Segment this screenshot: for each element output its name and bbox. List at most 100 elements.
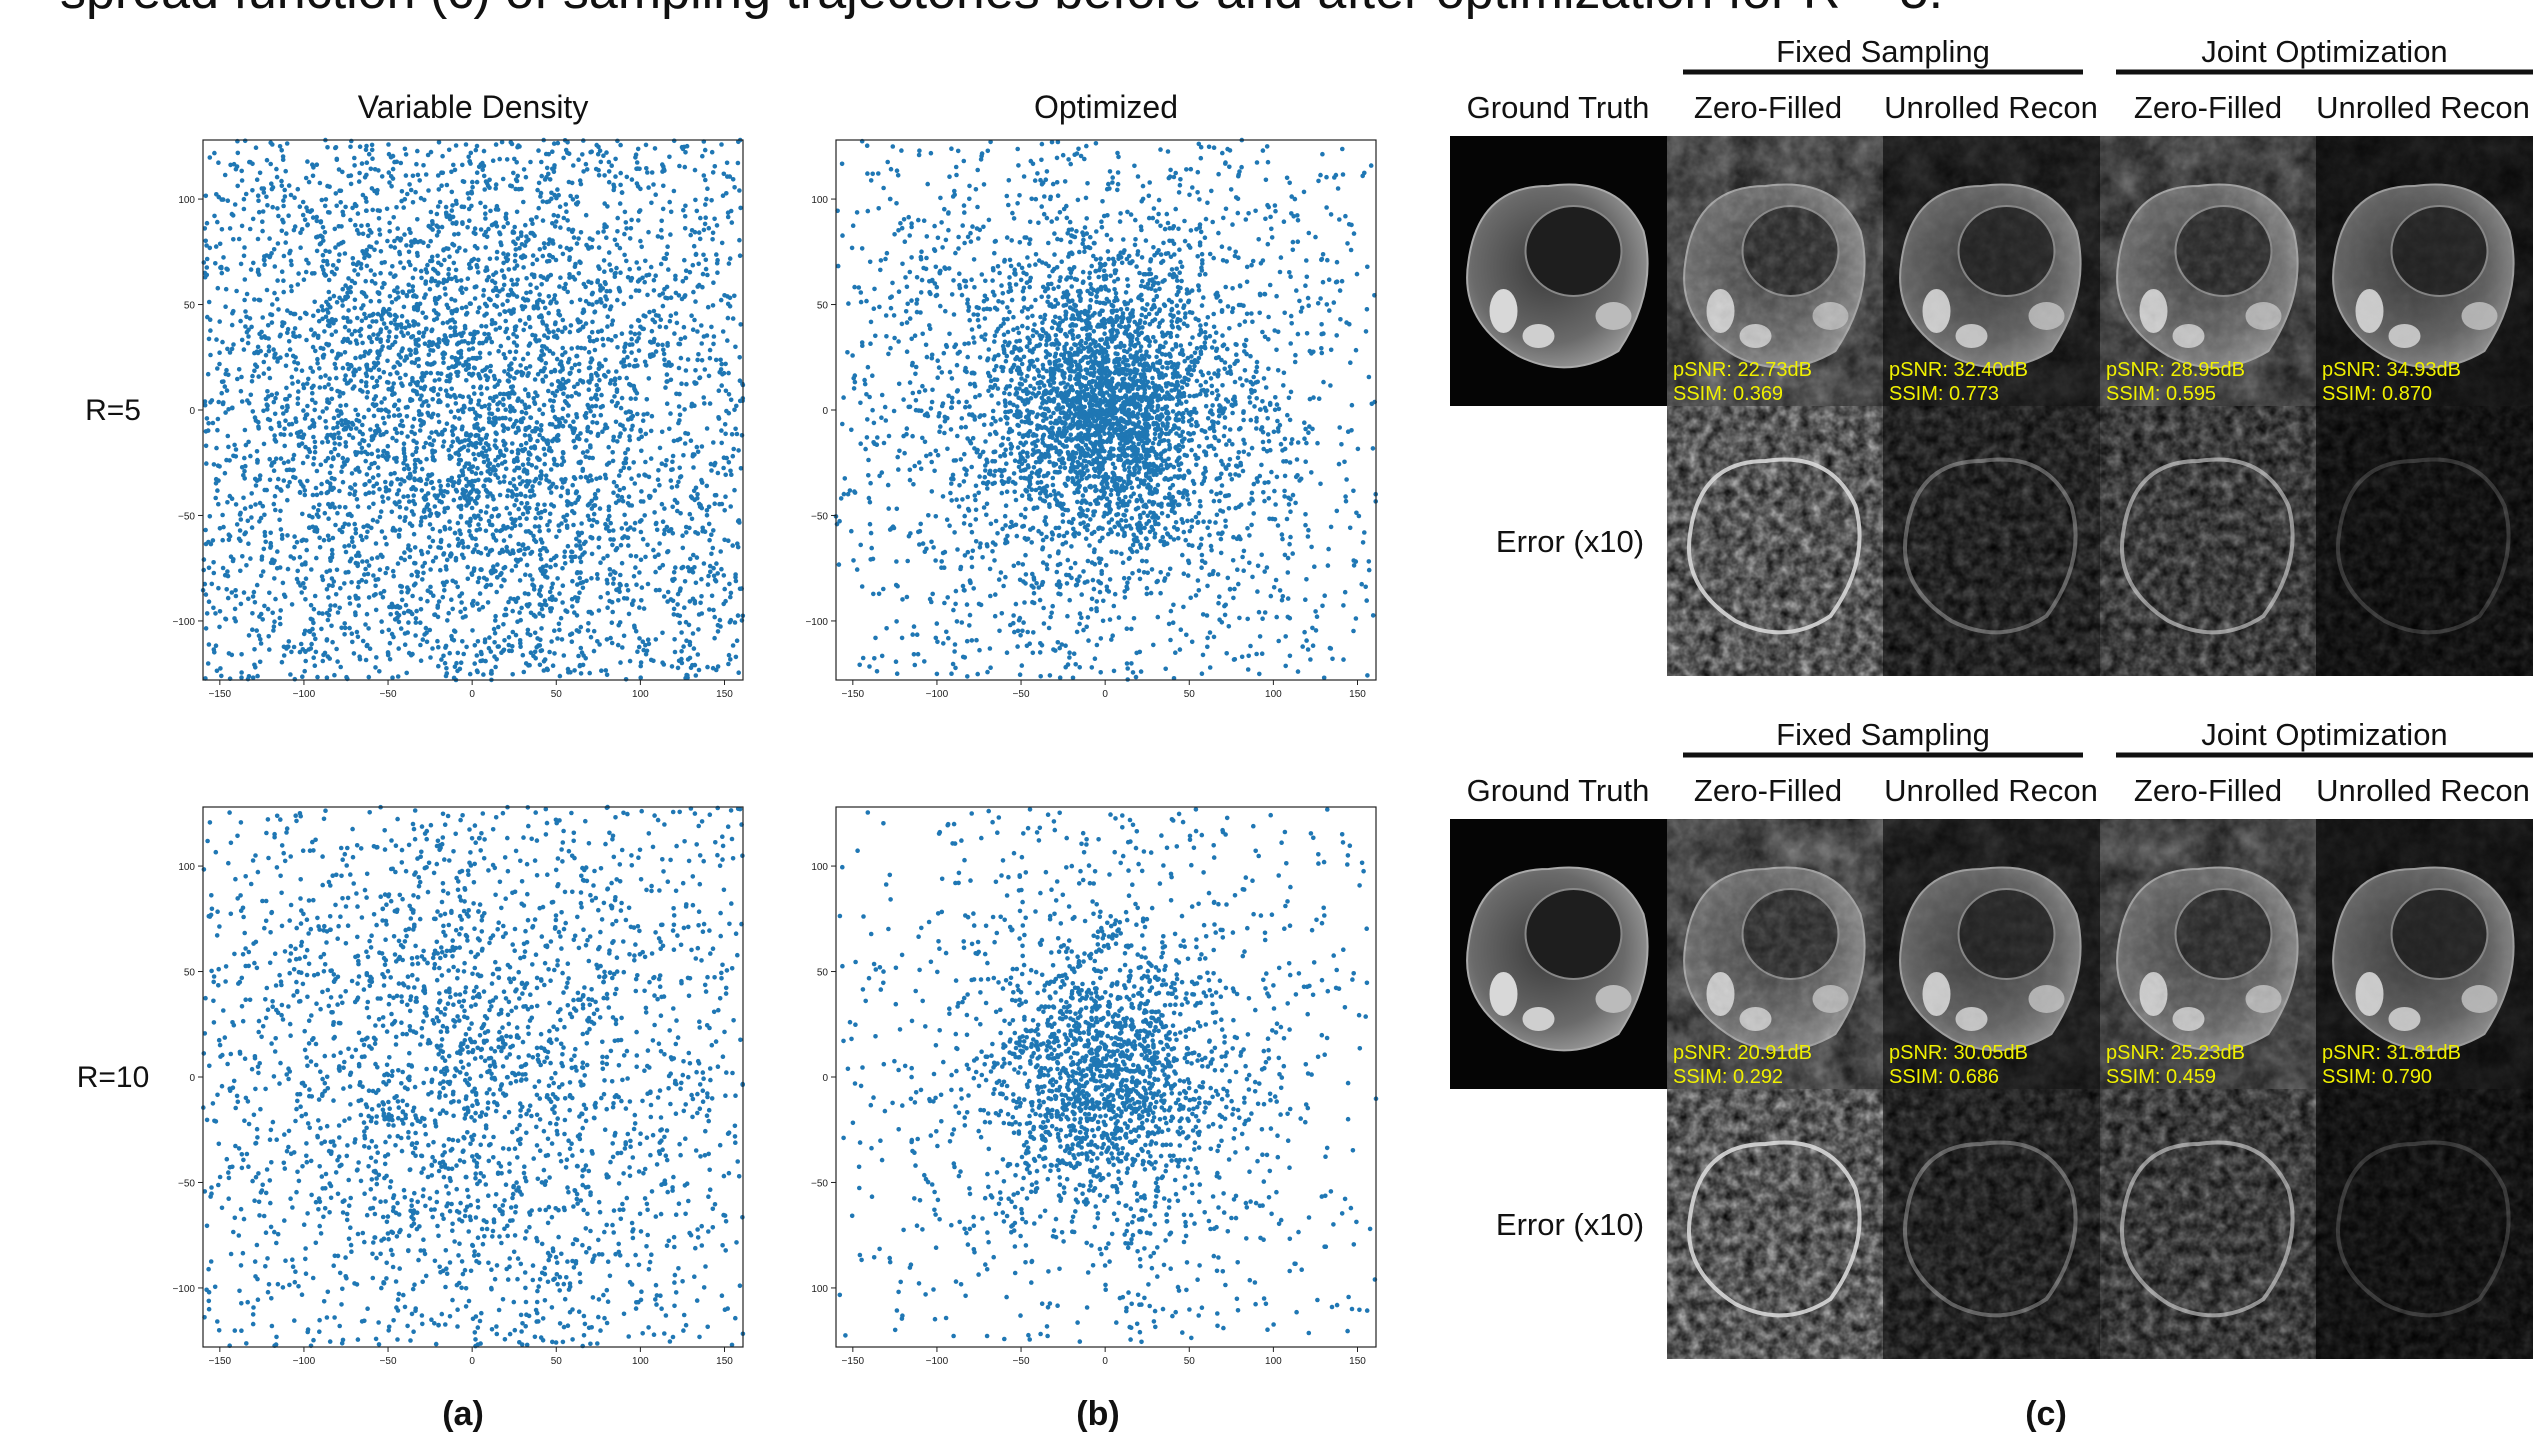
sample-point — [1115, 188, 1120, 193]
sample-point — [279, 432, 284, 437]
sample-point — [377, 368, 382, 373]
sample-point — [288, 432, 293, 437]
sample-point — [230, 347, 235, 352]
sample-point — [545, 549, 550, 554]
sample-point — [243, 139, 248, 144]
sample-point — [319, 627, 324, 632]
sample-point — [352, 544, 357, 549]
sample-point — [434, 430, 439, 435]
sample-point — [272, 400, 277, 405]
sample-point — [675, 321, 680, 326]
sample-point — [272, 468, 277, 473]
sample-point — [541, 412, 546, 417]
sample-point — [239, 375, 244, 380]
sample-point — [360, 249, 365, 254]
sample-point — [574, 201, 579, 206]
sample-point — [544, 473, 549, 478]
sample-point — [475, 668, 480, 673]
sample-point — [270, 302, 275, 307]
sample-point — [448, 318, 453, 323]
sample-point — [395, 226, 400, 231]
sample-point — [551, 482, 556, 487]
sample-point — [518, 645, 523, 650]
sample-point — [393, 340, 398, 345]
sample-point — [473, 226, 478, 231]
sample-point — [728, 620, 733, 625]
sample-point — [515, 466, 520, 471]
sample-point — [397, 620, 402, 625]
sample-point — [368, 349, 373, 354]
sample-point — [348, 512, 353, 517]
sample-point — [571, 163, 576, 168]
sample-point — [555, 636, 560, 641]
sample-point — [216, 463, 221, 468]
sample-point — [720, 241, 725, 246]
sample-point — [552, 141, 557, 146]
sample-point — [226, 445, 231, 450]
sample-point — [530, 429, 535, 434]
sample-point — [437, 479, 442, 484]
sample-point — [365, 643, 370, 648]
sample-point — [528, 494, 533, 499]
sample-point — [490, 514, 495, 519]
sample-point — [539, 282, 544, 287]
sample-point — [530, 484, 535, 489]
sample-point — [530, 582, 535, 587]
sample-point — [380, 629, 385, 634]
sample-point — [394, 502, 399, 507]
sample-point — [475, 356, 480, 361]
sample-point — [492, 654, 497, 659]
sample-point — [402, 611, 407, 616]
sample-point — [583, 540, 588, 545]
sample-point — [371, 475, 376, 480]
sample-point — [405, 630, 410, 635]
sample-point — [468, 332, 473, 337]
sample-point — [577, 271, 582, 276]
sample-point — [531, 654, 536, 659]
sample-point — [393, 318, 398, 323]
sample-point — [303, 445, 308, 450]
sample-point — [528, 290, 533, 295]
sample-point — [584, 415, 589, 420]
sample-point — [579, 646, 584, 651]
sample-point — [220, 380, 225, 385]
sample-point — [300, 368, 305, 373]
sample-point — [558, 204, 563, 209]
sample-point — [270, 187, 275, 192]
sample-point — [629, 553, 634, 558]
sample-point — [364, 294, 369, 299]
sample-point — [682, 407, 687, 412]
sample-point — [270, 611, 275, 616]
sample-point — [374, 240, 379, 245]
sample-point — [346, 276, 351, 281]
sample-point — [438, 484, 443, 489]
sample-point — [443, 286, 448, 291]
sample-point — [711, 303, 716, 308]
sample-point — [418, 428, 423, 433]
sample-point — [464, 142, 469, 147]
sample-point — [367, 675, 372, 680]
sample-point — [506, 378, 511, 383]
sample-point — [482, 174, 487, 179]
sample-point — [589, 576, 594, 581]
sample-point — [691, 553, 696, 558]
sample-point — [645, 170, 650, 175]
sample-point — [712, 463, 717, 468]
sample-point — [313, 440, 318, 445]
sample-point — [680, 661, 685, 666]
sample-point — [260, 557, 265, 562]
sample-point — [304, 205, 309, 210]
sample-point — [436, 271, 441, 276]
sample-point — [479, 509, 484, 514]
sample-point — [415, 254, 420, 259]
sample-point — [548, 422, 553, 427]
sample-point — [547, 650, 552, 655]
sample-point — [515, 179, 520, 184]
sample-point — [537, 611, 542, 616]
sample-point — [440, 352, 445, 357]
sample-point — [244, 563, 249, 568]
sample-point — [561, 424, 566, 429]
sample-point — [693, 198, 698, 203]
sample-point — [436, 204, 441, 209]
sample-point — [523, 433, 528, 438]
